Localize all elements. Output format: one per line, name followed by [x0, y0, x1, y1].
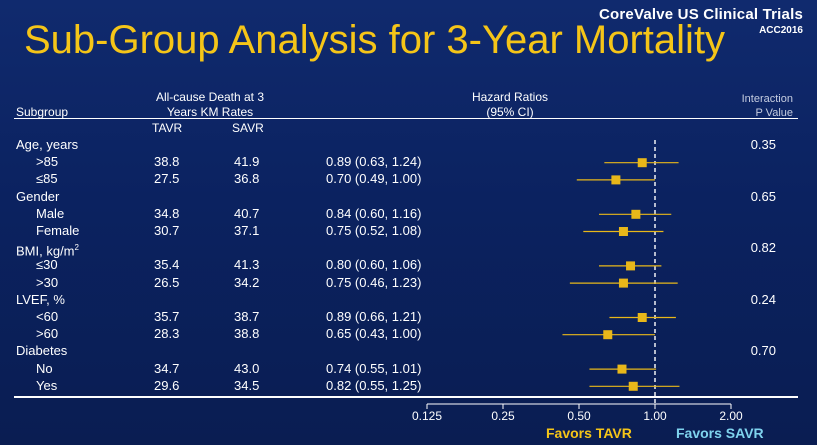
tavr-rate: 30.7 [154, 223, 180, 238]
group-label-superscript: 2 [74, 243, 79, 253]
hazard-ratio-ci-text: 0.75 (0.52, 1.08) [326, 223, 422, 238]
hazard-ratio-ci-text: 0.75 (0.46, 1.23) [326, 274, 422, 290]
hazard-ratio-ci-text: 0.82 (0.55, 1.25) [326, 377, 422, 393]
table-bottom-divider [14, 396, 798, 398]
header-hazard-ratios: Hazard Ratios (95% CI) [440, 90, 580, 120]
hazard-ratio-ci-text: 0.70 (0.49, 1.00) [326, 171, 422, 187]
header-interaction-line1: Interaction [741, 93, 793, 105]
header-rates: All-cause Death at 3 Years KM Rates [140, 90, 280, 120]
interaction-p-value: 0.35 [750, 137, 776, 152]
subgroup-row-label: Female [36, 223, 80, 238]
header-divider [14, 118, 798, 119]
favors-tavr-label: Favors TAVR [546, 425, 632, 441]
hazard-ratio-marker [611, 175, 621, 185]
subgroup-row-label: >85 [36, 154, 59, 170]
tavr-rate: 28.3 [154, 326, 180, 342]
savr-rate: 41.3 [234, 257, 260, 273]
savr-rate: 38.7 [234, 309, 260, 324]
header-interaction: Interaction P Value [700, 92, 793, 120]
savr-rate: 36.8 [234, 171, 260, 187]
header-savr: SAVR [232, 121, 264, 135]
subgroup-row-label: <60 [36, 309, 59, 324]
subgroup-row-label: ≤85 [36, 171, 58, 187]
interaction-p-value: 0.82 [750, 240, 776, 256]
group-label: BMI, kg/m [16, 243, 75, 259]
interaction-p-value: 0.70 [750, 343, 776, 359]
interaction-p-value: 0.65 [750, 188, 776, 204]
group-label-with-sup: BMI, kg/m2 [16, 240, 79, 259]
interaction-p-value: 0.24 [750, 291, 776, 307]
brand-event: ACC2016 [759, 25, 803, 36]
hazard-ratio-marker [628, 381, 638, 391]
savr-rate: 34.5 [234, 377, 260, 393]
subgroup-row-label: >60 [36, 326, 59, 342]
hazard-ratio-ci-text: 0.84 (0.60, 1.16) [326, 205, 422, 221]
x-axis-tick-label: 0.50 [567, 409, 591, 423]
subgroup-row-label: ≤30 [36, 257, 58, 273]
header-interaction-line2: P Value [755, 107, 793, 119]
savr-rate: 41.9 [234, 154, 260, 170]
x-axis-tick-label: 0.25 [491, 409, 515, 423]
hazard-ratio-marker [618, 278, 628, 288]
subgroup-row-label: >30 [36, 274, 59, 290]
tavr-rate: 38.8 [154, 154, 180, 170]
tavr-rate: 35.4 [154, 257, 180, 273]
hazard-ratio-marker [618, 227, 628, 236]
hazard-ratio-marker [626, 261, 636, 271]
hazard-ratio-ci-text: 0.65 (0.43, 1.00) [326, 326, 422, 342]
favors-savr-label: Favors SAVR [676, 425, 764, 441]
hazard-ratio-marker [603, 330, 613, 340]
subgroup-row-label: No [36, 360, 53, 376]
hazard-ratio-ci-text: 0.74 (0.55, 1.01) [326, 360, 422, 376]
hazard-ratio-ci-text: 0.89 (0.63, 1.24) [326, 154, 422, 170]
subgroup-row-label: Yes [36, 377, 58, 393]
x-axis-tick-label: 1.00 [643, 409, 667, 423]
tavr-rate: 29.6 [154, 377, 180, 393]
tavr-rate: 34.7 [154, 360, 180, 376]
subgroup-row-label: Male [36, 205, 65, 221]
savr-rate: 43.0 [234, 360, 260, 376]
x-axis-tick-label: 2.00 [719, 409, 743, 423]
header-rates-line2: Years KM Rates [166, 105, 254, 119]
savr-rate: 38.8 [234, 326, 260, 342]
header-hr-line1: Hazard Ratios [471, 90, 549, 104]
hazard-ratio-marker [637, 158, 647, 168]
tavr-rate: 26.5 [154, 274, 180, 290]
header-rates-line1: All-cause Death at 3 [155, 90, 265, 104]
header-hr-line2: (95% CI) [486, 105, 534, 119]
header-tavr: TAVR [152, 121, 183, 135]
group-label: LVEF, % [16, 291, 65, 307]
savr-rate: 37.1 [234, 223, 260, 238]
hazard-ratio-ci-text: 0.80 (0.60, 1.06) [326, 257, 422, 273]
group-label: Diabetes [16, 343, 68, 359]
group-label: Gender [16, 188, 60, 204]
page-title: Sub-Group Analysis for 3-Year Mortality [24, 18, 726, 62]
brand-block: CoreValve US Clinical Trials ACC2016 [599, 6, 803, 36]
savr-rate: 40.7 [234, 205, 260, 221]
tavr-rate: 27.5 [154, 171, 180, 187]
hazard-ratio-marker [637, 313, 647, 322]
hazard-ratio-ci-text: 0.89 (0.66, 1.21) [326, 309, 422, 324]
tavr-rate: 35.7 [154, 309, 180, 324]
hazard-ratio-marker [631, 209, 641, 219]
header-subgroup: Subgroup [16, 105, 69, 119]
tavr-rate: 34.8 [154, 205, 180, 221]
brand-name: CoreValve US Clinical Trials [598, 6, 803, 23]
savr-rate: 34.2 [234, 274, 260, 290]
group-label: Age, years [16, 137, 79, 152]
hazard-ratio-marker [617, 364, 627, 374]
x-axis-tick-label: 0.125 [411, 409, 443, 423]
